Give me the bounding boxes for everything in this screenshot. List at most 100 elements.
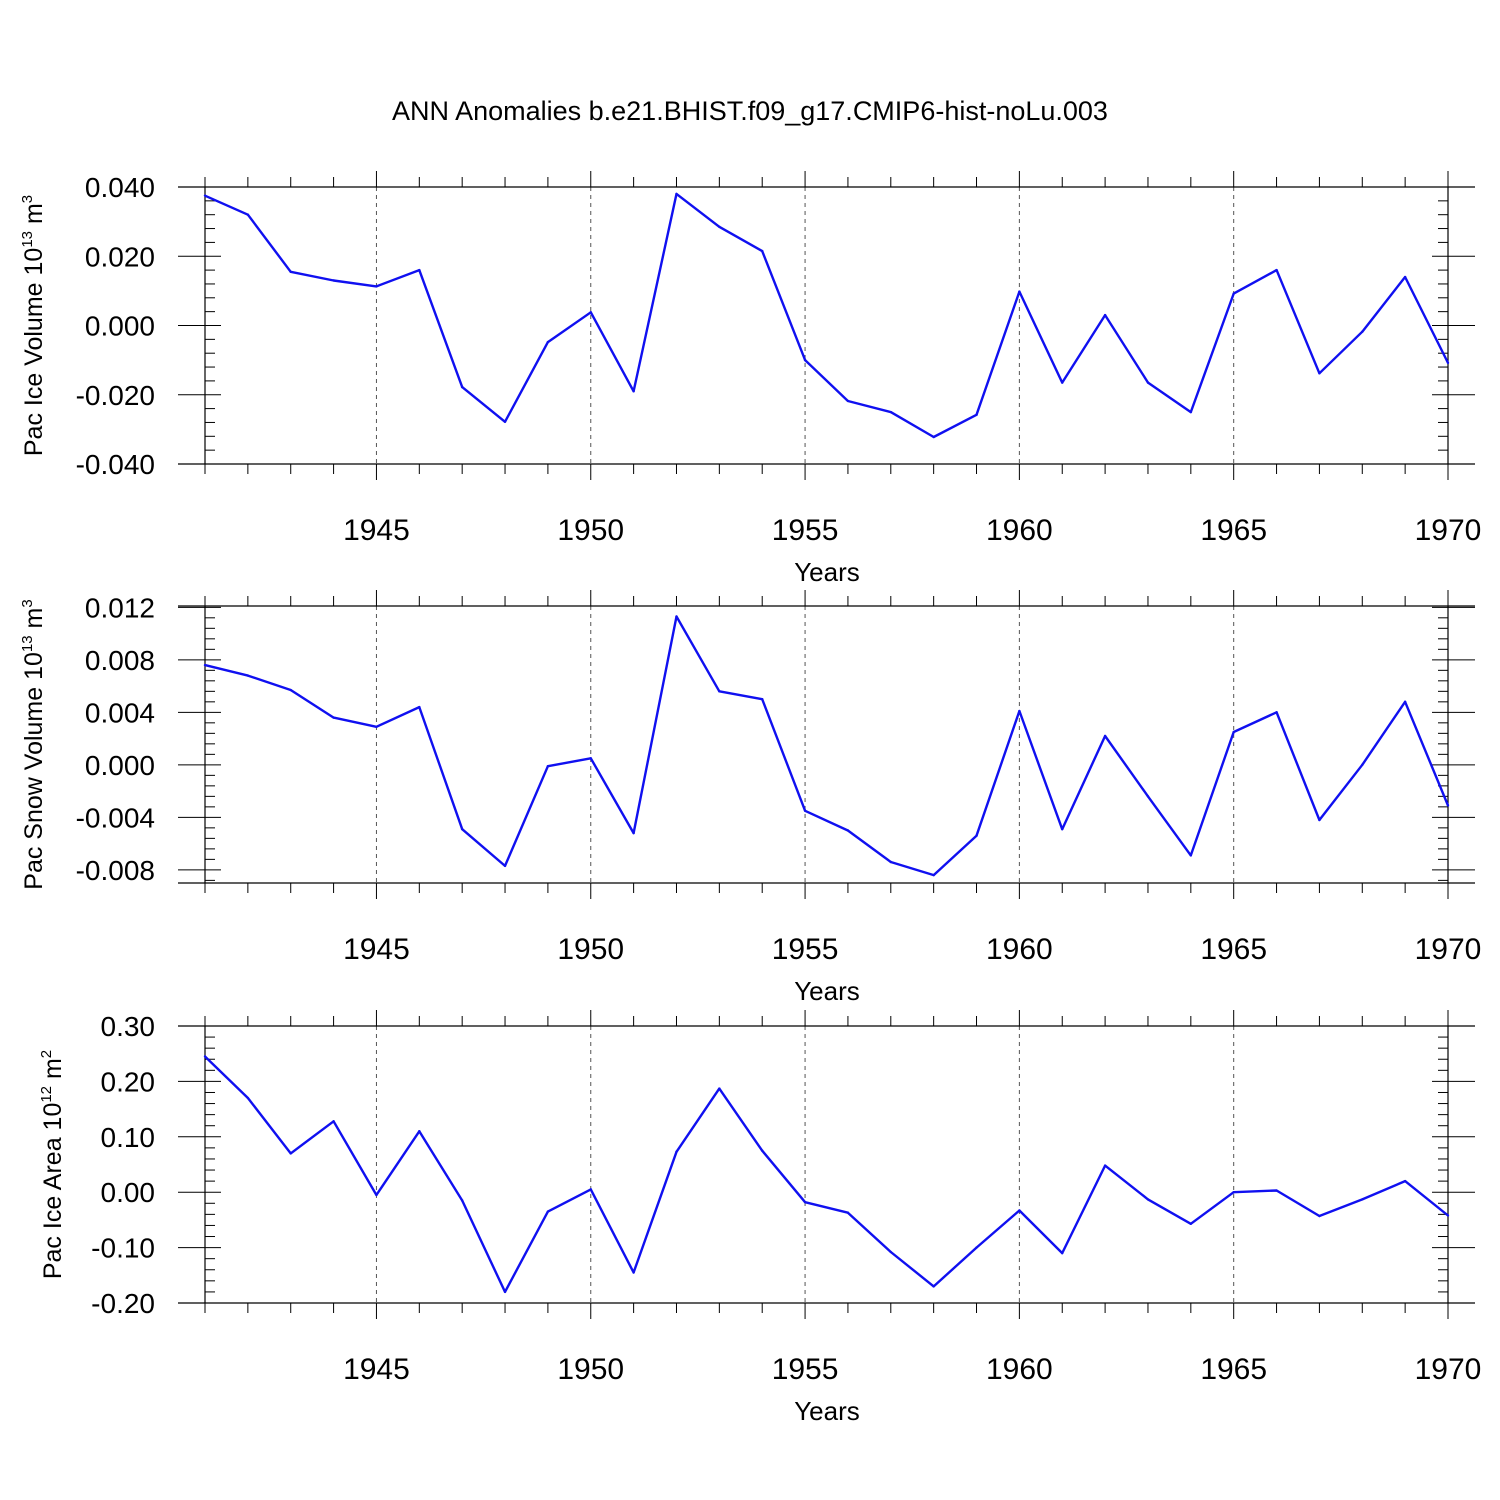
data-point	[1275, 1189, 1278, 1192]
data-point	[1061, 1251, 1064, 1255]
data-point	[1403, 700, 1407, 704]
data-point	[546, 1210, 550, 1213]
data-point	[1146, 795, 1150, 798]
data-point	[203, 663, 207, 667]
x-axis-title: Years	[794, 976, 860, 1006]
data-point	[1018, 290, 1021, 293]
data-point	[289, 688, 292, 692]
data-point	[761, 249, 764, 253]
y-tick-label: 0.000	[85, 750, 155, 781]
data-point	[1232, 730, 1235, 734]
data-point	[203, 1055, 207, 1058]
data-point	[1061, 381, 1064, 384]
data-point	[460, 1199, 464, 1202]
data-point	[761, 698, 764, 701]
data-point	[460, 385, 464, 389]
data-point	[203, 194, 207, 197]
data-point	[675, 1150, 678, 1153]
data-point	[803, 358, 807, 362]
data-point	[1103, 313, 1107, 317]
data-point	[1403, 1179, 1407, 1183]
data-point	[1361, 1198, 1364, 1201]
data-point	[418, 705, 421, 709]
data-point	[460, 827, 464, 831]
x-tick-label: 1955	[772, 933, 839, 966]
data-point	[1146, 381, 1150, 384]
data-point	[375, 285, 378, 288]
data-point	[846, 829, 850, 832]
y-tick-label: 0.020	[85, 241, 155, 272]
data-point	[932, 1285, 935, 1288]
x-tick-label: 1960	[986, 933, 1053, 966]
data-point	[889, 1250, 892, 1254]
x-tick-label: 1970	[1415, 1353, 1482, 1386]
data-point	[589, 1188, 592, 1191]
x-tick-label: 1950	[557, 1353, 624, 1386]
chart-panel-2: 0.012 0.008 0.004 0.000 -0.004 -0.008 1945 1950…	[19, 590, 1481, 1006]
x-tick-label: 1950	[557, 514, 624, 547]
data-point	[1232, 292, 1235, 295]
y-tick-label: -0.004	[76, 802, 155, 833]
data-point	[718, 1087, 721, 1090]
data-point	[246, 1096, 250, 1100]
x-tick-label: 1965	[1200, 514, 1267, 547]
y-tick-label: 0.000	[85, 311, 155, 342]
data-point	[1446, 361, 1450, 365]
data-point	[503, 420, 507, 423]
data-point	[1103, 734, 1107, 738]
data-point	[332, 1120, 335, 1123]
data-point	[803, 1200, 807, 1204]
data-point	[975, 834, 978, 837]
y-tick-label: -0.008	[76, 855, 155, 886]
y-tick-label: -0.20	[91, 1288, 155, 1319]
data-point	[803, 809, 807, 812]
data-point	[975, 413, 978, 417]
y-tick-label: -0.040	[76, 449, 155, 480]
data-point	[889, 410, 892, 414]
data-point	[932, 873, 935, 877]
data-point	[1189, 410, 1193, 414]
x-tick-label: 1945	[343, 514, 410, 547]
data-point	[1018, 1209, 1021, 1212]
chart-panel-1: 0.040 0.020 0.000 -0.020 -0.040 1945 1950 1955 1…	[19, 171, 1481, 587]
data-point	[1146, 1198, 1150, 1201]
x-tick-label: 1945	[343, 933, 410, 966]
data-point	[332, 716, 335, 719]
data-point	[546, 340, 550, 344]
data-point	[1318, 1214, 1321, 1218]
data-point	[718, 225, 721, 229]
x-tick-label: 1960	[986, 1353, 1053, 1386]
data-point	[761, 1149, 764, 1152]
data-point	[975, 1246, 978, 1249]
y-tick-label: -0.10	[91, 1233, 155, 1264]
data-point	[418, 1130, 421, 1133]
data-point	[246, 213, 250, 216]
figure-title: ANN Anomalies b.e21.BHIST.f09_g17.CMIP6-…	[392, 96, 1108, 126]
data-point	[1446, 804, 1450, 807]
data-point	[246, 674, 250, 677]
data-point	[589, 757, 592, 760]
data-point	[375, 725, 378, 728]
data-point	[1446, 1214, 1450, 1217]
data-point	[675, 615, 678, 618]
data-point	[1061, 827, 1064, 831]
data-point	[846, 399, 850, 403]
y-tick-label: 0.004	[85, 697, 155, 728]
data-point	[889, 860, 892, 864]
y-tick-label: 0.30	[101, 1011, 156, 1042]
x-tick-label: 1965	[1200, 1353, 1267, 1386]
x-tick-label: 1955	[772, 514, 839, 547]
chart-panel-3: 0.30 0.20 0.10 0.00 -0.10 -0.20 1945 1950 1955 19…	[38, 1010, 1481, 1426]
data-point	[1275, 268, 1278, 272]
data-point	[1403, 275, 1407, 279]
x-tick-label: 1965	[1200, 933, 1267, 966]
data-point	[718, 690, 721, 693]
data-point	[1318, 818, 1321, 822]
y-tick-label: 0.008	[85, 645, 155, 676]
x-tick-label: 1960	[986, 514, 1053, 547]
data-point	[546, 764, 550, 768]
x-axis-title: Years	[794, 1396, 860, 1426]
data-point	[1189, 1222, 1193, 1225]
data-point	[1189, 854, 1193, 857]
